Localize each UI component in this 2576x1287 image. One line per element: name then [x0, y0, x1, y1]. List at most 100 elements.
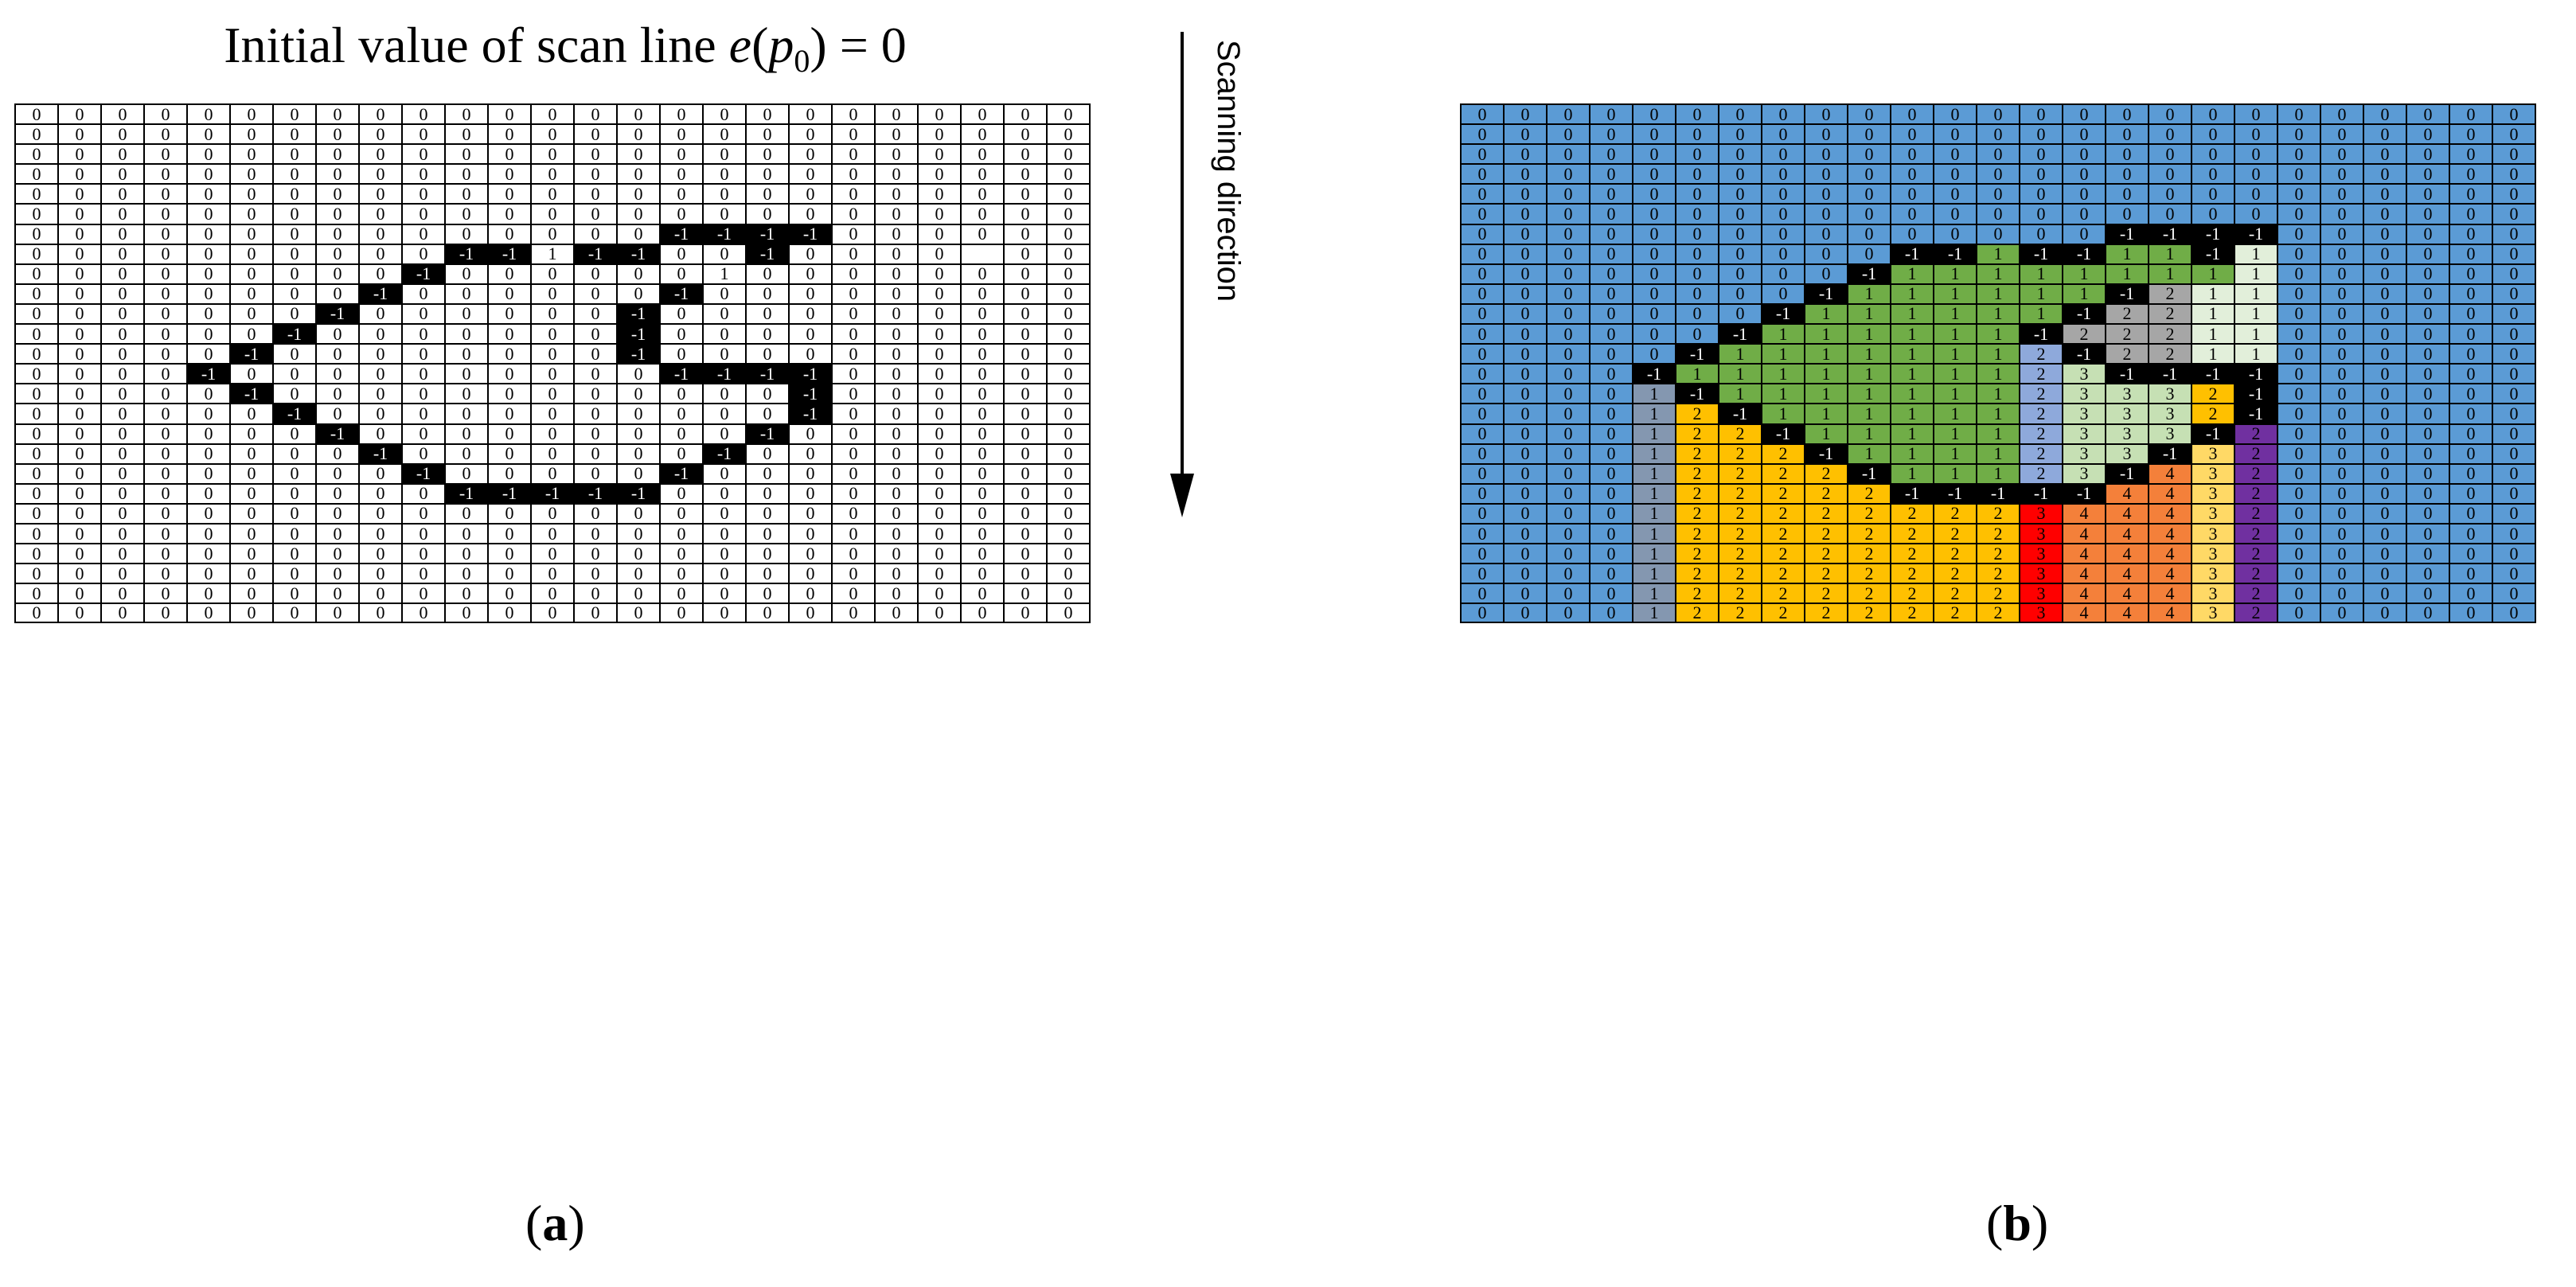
grid-b-cell: 3 [2063, 424, 2106, 445]
grid-b-cell: 0 [2493, 424, 2536, 445]
grid-a-cell: 0 [274, 484, 317, 505]
grid-b-cell: 0 [2407, 325, 2450, 345]
grid-a-cell: 0 [188, 205, 231, 225]
grid-b-cell: 1 [1762, 325, 1805, 345]
grid-a-cell: 0 [1048, 105, 1091, 126]
grid-b-cell: 1 [1633, 404, 1676, 425]
grid-a-cell: 0 [317, 384, 360, 405]
title-subscript: 0 [794, 43, 810, 79]
grid-b-cell: 0 [1462, 464, 1505, 485]
grid-b-cell: 4 [2106, 544, 2149, 565]
grid-b-cell: 1 [1977, 244, 2020, 265]
grid-b-cell: 0 [2321, 284, 2364, 305]
grid-b-cell: 4 [2149, 564, 2192, 585]
grid-b-cell: 4 [2149, 584, 2192, 605]
grid-a-cell: 0 [16, 524, 59, 545]
grid-a-cell: 0 [962, 105, 1005, 126]
grid-a-cell: 0 [489, 524, 532, 545]
grid-a-cell: 0 [403, 504, 446, 525]
grid-a-cell: 0 [16, 345, 59, 365]
grid-b-cell: 0 [2278, 284, 2321, 305]
grid-b-cell: 2 [1719, 604, 1762, 624]
grid-b-cell: 0 [2321, 244, 2364, 265]
grid-a-cell: 0 [747, 304, 790, 326]
grid-a-cell: 0 [360, 185, 403, 205]
grid-b-cell: 0 [1462, 185, 1505, 205]
grid-b-cell: 1 [1977, 464, 2020, 485]
grid-a-cell: 0 [790, 604, 833, 624]
grid-b-cell: 0 [2278, 224, 2321, 245]
grid-a-cell: 0 [919, 304, 962, 326]
grid-b-cell: 1 [1934, 424, 1977, 445]
grid-a-cell: 0 [274, 185, 317, 205]
grid-b-cell: 1 [1805, 365, 1848, 385]
grid-a-cell: 0 [661, 165, 704, 185]
grid-a-cell: 0 [360, 424, 403, 445]
grid-b-cell: 3 [2020, 544, 2063, 565]
grid-a-cell: -1 [661, 365, 704, 385]
grid-a-cell: 0 [16, 365, 59, 385]
grid-b-cell: 0 [2407, 125, 2450, 146]
title-suffix: = 0 [826, 17, 907, 73]
grid-b-cell: 2 [2235, 424, 2278, 445]
grid-b-cell: 0 [2407, 524, 2450, 545]
grid-a-cell: 0 [747, 444, 790, 465]
grid-a-cell: 0 [532, 564, 575, 585]
grid-a-cell: 0 [876, 105, 919, 126]
caption-b-open: ( [1986, 1195, 2004, 1251]
grid-b-cell: 0 [2364, 125, 2407, 146]
grid-b-cell: 0 [2106, 105, 2149, 126]
grid-b-cell: 1 [1633, 544, 1676, 565]
grid-a-cell: 0 [747, 205, 790, 225]
grid-b-cell: -1 [2106, 284, 2149, 305]
grid-b-cell: 0 [1462, 145, 1505, 166]
grid-a-cell: 0 [317, 345, 360, 365]
grid-a-cell: 0 [188, 504, 231, 525]
grid-b-cell: 0 [2407, 105, 2450, 126]
grid-a-cell: 0 [919, 584, 962, 605]
grid-a-cell: 0 [790, 444, 833, 465]
grid-a-cell: 0 [317, 325, 360, 345]
grid-a-cell: 0 [360, 325, 403, 345]
grid-b-cell: 2 [1805, 524, 1848, 545]
grid-a-cell: 0 [618, 264, 661, 285]
grid-b-cell: 2 [1891, 604, 1934, 624]
grid-a-cell: 0 [790, 464, 833, 485]
grid-a-cell: 0 [575, 105, 618, 126]
grid-b-cell: 1 [1848, 404, 1891, 425]
grid-b-cell: -1 [1848, 264, 1891, 285]
grid-a-cell: 0 [188, 584, 231, 605]
grid-a-cell: 0 [102, 464, 145, 485]
grid-b-cell: 3 [2192, 464, 2235, 485]
grid-a-cell: 0 [16, 404, 59, 425]
grid-a-cell: 0 [360, 544, 403, 565]
grid-b-cell: 0 [1505, 145, 1548, 166]
grid-a-cell: 0 [102, 325, 145, 345]
grid-a-cell: 0 [489, 205, 532, 225]
grid-b-cell: 0 [2020, 165, 2063, 185]
grid-a-cell: 0 [231, 325, 274, 345]
grid-a-cell: 0 [59, 165, 102, 185]
grid-a-cell: 0 [575, 185, 618, 205]
grid-a-cell: 0 [145, 384, 188, 405]
grid-b-cell: 0 [2450, 284, 2493, 305]
grid-a-cell: 0 [231, 464, 274, 485]
grid-a-cell: 0 [317, 105, 360, 126]
grid-a-cell: 0 [59, 464, 102, 485]
grid-a-cell: 0 [231, 105, 274, 126]
grid-b-cell: 0 [2407, 365, 2450, 385]
grid-b-cell: 0 [2278, 544, 2321, 565]
grid-b-cell: 0 [1590, 504, 1633, 525]
grid-a-cell: 0 [360, 365, 403, 385]
grid-b-cell: 1 [1848, 424, 1891, 445]
grid-a-cell: -1 [618, 484, 661, 505]
grid-a-cell: 0 [360, 244, 403, 265]
grid-b-cell: 0 [1505, 284, 1548, 305]
grid-a-cell: 0 [446, 304, 489, 326]
grid-b-cell: 2 [1891, 544, 1934, 565]
grid-a-cell: 0 [1048, 145, 1091, 166]
grid-b-cell: 0 [2450, 205, 2493, 225]
grid-b-cell: 0 [1462, 424, 1505, 445]
grid-a-cell: 0 [489, 224, 532, 245]
